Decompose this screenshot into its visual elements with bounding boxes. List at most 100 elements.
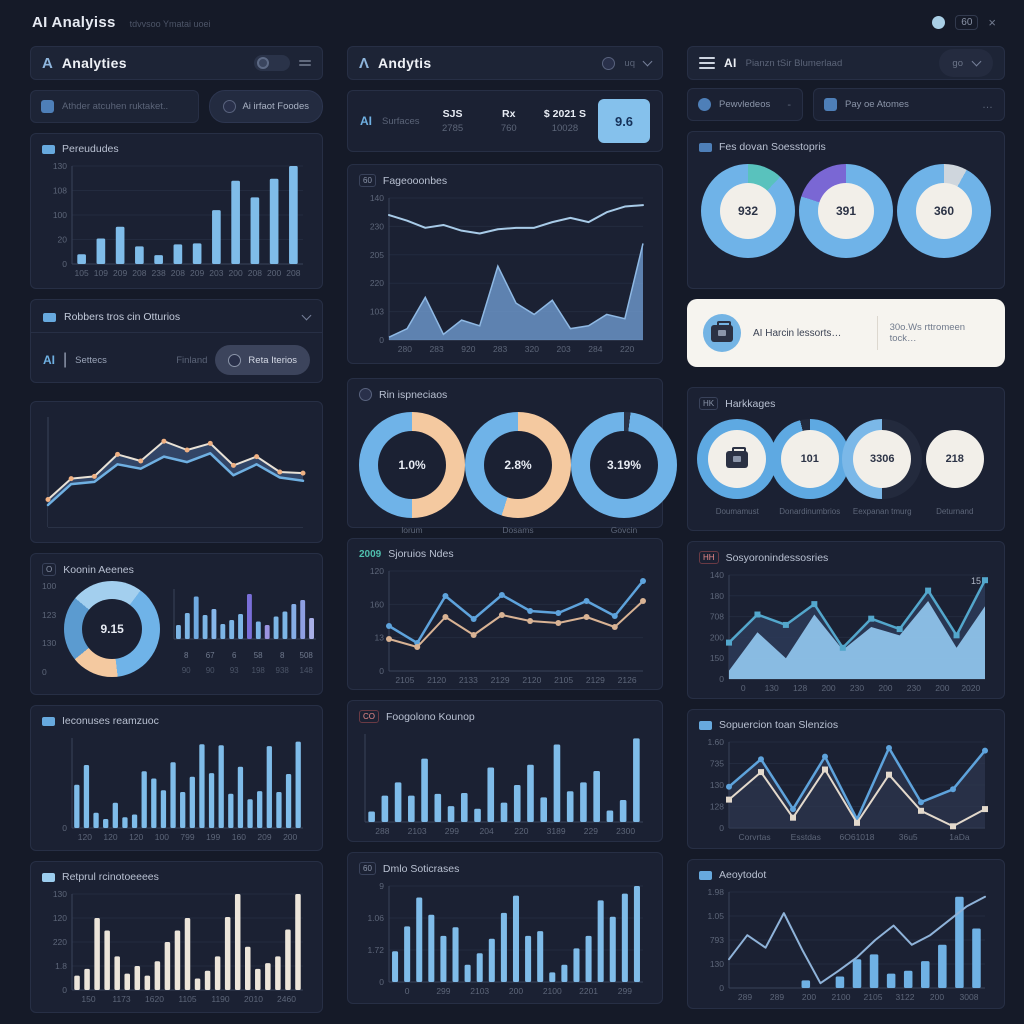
donut-chart-container: 9.15	[64, 581, 161, 677]
chart-svg: 140 180 708 200 150 0 0 130 128 200 230 200 230 200 20…	[710, 570, 988, 693]
stat-value: 2785	[442, 123, 464, 134]
left-header: A Analyties	[30, 46, 323, 80]
button-label: Reta Iterios	[248, 354, 297, 366]
donuts-panel-right: Fes dovan Soesstopris 932 391 360	[687, 131, 1005, 289]
legend-swatch-icon	[699, 720, 712, 730]
svg-text:1.06: 1.06	[367, 913, 384, 923]
info-card[interactable]: AI Harcin lessorts… 30o.Ws rttromeen toc…	[687, 299, 1005, 367]
svg-text:128: 128	[710, 802, 724, 812]
donuts-panel: Rin ispneciaos 1.0% lorum 2.8% Dosams 3.19% G…	[347, 378, 677, 535]
svg-text:200: 200	[930, 992, 944, 1002]
svg-text:0: 0	[379, 666, 384, 676]
ai-foodes-button[interactable]: Ai irfaot Foodes	[209, 90, 323, 123]
svg-text:9: 9	[379, 881, 384, 891]
reta-iterios-button[interactable]: Reta Iterios	[215, 345, 310, 375]
stat-label: $ 2021 S	[543, 108, 586, 120]
svg-text:0: 0	[719, 823, 724, 833]
section-icon	[43, 312, 56, 322]
ai-brand: AI	[724, 56, 737, 70]
bar-chart: 288 2103 299 204 220 3189 229 2300	[359, 728, 651, 838]
svg-text:320: 320	[525, 344, 539, 354]
section-title: Robbers tros cin Otturios	[64, 311, 181, 323]
middle-panel-title: Andytis	[378, 55, 432, 71]
button-circle-icon	[228, 353, 242, 367]
menu-icon[interactable]	[699, 57, 715, 69]
svg-text:199: 199	[206, 832, 220, 842]
legend-swatch-icon	[699, 870, 712, 880]
svg-text:200: 200	[802, 992, 816, 1002]
list-cell: 8	[279, 651, 285, 660]
svg-text:2129: 2129	[586, 675, 605, 685]
button-label: Ai irfaot Foodes	[242, 101, 309, 112]
donut-row: 932 391 360	[699, 158, 993, 258]
ring-stat: 218 Deturnand	[919, 419, 992, 516]
svg-text:205: 205	[370, 250, 384, 260]
panel-title: Sosyoronindessosries	[725, 551, 829, 564]
panel-badge-icon: HH	[699, 551, 719, 564]
header-label: Pianzn tSir Blumerlaad	[745, 57, 843, 69]
svg-text:130: 130	[710, 780, 724, 790]
toggle-switch[interactable]	[254, 55, 290, 71]
bar-chart: 0 120 120 120 100 799 199 160 209 200	[42, 732, 311, 844]
svg-text:0: 0	[62, 823, 67, 833]
svg-text:2010: 2010	[244, 994, 263, 1004]
card-text-2: 30o.Ws rttromeen tock…	[889, 322, 966, 344]
mini-bar-chart	[168, 583, 324, 645]
middle-column: Λ Andytis uq AI Surfaces SJS 2785 Rx 760 $…	[347, 46, 677, 1023]
svg-text:1.05: 1.05	[707, 911, 724, 921]
window-badge[interactable]: 60	[955, 14, 979, 30]
pay-oe-atomes-button[interactable]: Pay oe Atomes …	[813, 88, 1005, 121]
svg-text:0: 0	[741, 683, 746, 693]
svg-text:108: 108	[53, 186, 67, 196]
svg-text:200: 200	[935, 683, 949, 693]
dropdown-value: go	[952, 57, 963, 69]
dropdown[interactable]: go	[939, 49, 993, 77]
list-cell: 123	[42, 609, 57, 620]
svg-text:Corvrtas: Corvrtas	[739, 832, 771, 842]
section-panel: Robbers tros cin Otturios AI | Settecs F…	[30, 299, 323, 383]
stats-name: Surfaces	[382, 115, 420, 127]
svg-text:2120: 2120	[427, 675, 446, 685]
svg-text:3122: 3122	[896, 992, 915, 1002]
list-cell: 508	[299, 651, 313, 660]
svg-text:220: 220	[514, 826, 528, 836]
ring-label: Donardinumbrios	[779, 507, 841, 516]
close-icon[interactable]: ×	[988, 14, 996, 30]
svg-text:6O61018: 6O61018	[840, 832, 875, 842]
panel-label: Pewvledeos	[719, 99, 771, 110]
middle-header: Λ Andytis uq	[347, 46, 663, 80]
chevron-down-icon[interactable]	[642, 56, 653, 67]
donut-chart: 3.19% Govcin	[571, 412, 677, 535]
panel-icon	[698, 98, 711, 111]
svg-text:105: 105	[75, 268, 89, 278]
chart-svg: 9 1.06 1.72 0 0 299 2103 200 2100 2201 299	[367, 881, 643, 996]
mini-label: uq	[624, 57, 635, 69]
status-dot-icon	[932, 15, 946, 29]
svg-text:920: 920	[461, 344, 475, 354]
chevron-down-icon[interactable]	[301, 310, 312, 321]
stat-item: Rx 760	[486, 108, 532, 134]
svg-text:120: 120	[129, 832, 143, 842]
notification-icon[interactable]	[602, 56, 616, 70]
score-button[interactable]: 9.6	[598, 99, 651, 143]
svg-text:2129: 2129	[491, 675, 510, 685]
panel-title: Sjoruios Ndes	[388, 548, 454, 560]
legend-swatch-icon	[699, 142, 712, 152]
svg-text:2105: 2105	[395, 675, 414, 685]
svg-text:0: 0	[62, 985, 67, 995]
search-input[interactable]: Athder atcuhen ruktaket..	[30, 90, 200, 123]
list-cell: 148	[299, 666, 313, 675]
chart-svg: 288 2103 299 204 220 3189 229 2300	[364, 734, 643, 836]
list-cell: 100	[42, 581, 57, 591]
ellipsis-icon[interactable]: …	[982, 98, 994, 111]
panel-title: Rin ispneciaos	[379, 388, 448, 401]
ring-stat: 101 Donardinumbrios	[769, 419, 850, 516]
lines-panel: 2009 Sjoruios Ndes 120 160 13 0 2105 2120 2133 2…	[347, 538, 663, 690]
ring-label: Deturnand	[936, 507, 974, 516]
donut-chart: 1.0% lorum	[359, 412, 465, 535]
filter-icon[interactable]	[299, 58, 311, 68]
list-cell: 93	[229, 666, 239, 675]
pewvledeos-button[interactable]: Pewvledeos -	[687, 88, 803, 121]
svg-text:3008: 3008	[960, 992, 979, 1002]
